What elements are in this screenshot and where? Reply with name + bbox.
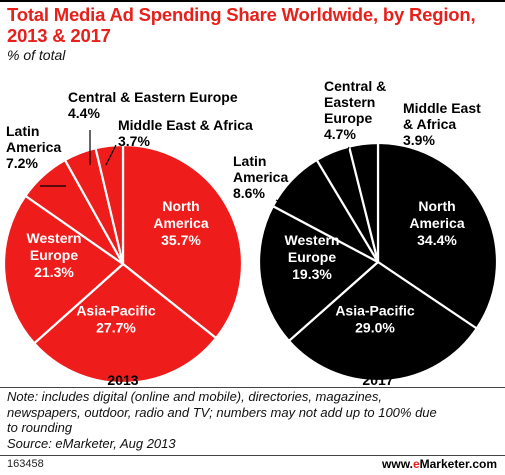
chart-subtitle: % of total: [7, 47, 66, 63]
brand-prefix: www.: [382, 457, 413, 471]
leader-line-middle-east-africa: [105, 144, 117, 166]
note-line-1: Note: includes digital (online and mobil…: [7, 389, 383, 404]
slice-label-line: Latin: [233, 153, 266, 169]
chart-title: Total Media Ad Spending Share Worldwide,…: [7, 4, 502, 46]
slice-label-asia-pacific: Asia-Pacific 29.0%: [335, 303, 415, 336]
bottom-rule: [0, 455, 505, 456]
source-line: Source: eMarketer, Aug 2013: [7, 435, 176, 451]
brand-suffix: Marketer.com: [419, 457, 497, 471]
pie-slice-western-europe[interactable]: [257, 205, 380, 342]
slice-label-line: 3.9%: [403, 132, 435, 148]
slice-label-north-america: North America 35.7%: [153, 198, 208, 248]
slice-label-line: 34.4%: [417, 232, 457, 248]
pie-2013: North America 35.7%Asia-Pacific 27.7%Wester…: [2, 89, 253, 388]
note-line-3: to rounding: [7, 420, 73, 435]
note-line-2: newspapers, outdoor, radio and TV; numbe…: [7, 404, 437, 420]
slice-label-line: Europe: [324, 110, 372, 126]
slice-label-north-america: North America 34.4%: [409, 198, 464, 248]
slice-label-line: Asia-Pacific: [76, 303, 156, 319]
slice-label-line: 8.6%: [233, 185, 265, 201]
slice-label-western-europe: Western Europe 19.3%: [285, 232, 340, 282]
year-label-2013: 2013: [107, 372, 138, 388]
slice-label-line: Central &: [324, 78, 386, 94]
slice-label-middle-east-africa: Middle East & Africa 3.9%: [403, 100, 481, 148]
slice-label-line: North: [418, 198, 455, 214]
brand-logo[interactable]: www.eMarketer.com: [382, 457, 497, 471]
pie-2017: North America 34.4%Asia-Pacific 29.0%Wester…: [233, 78, 499, 388]
slice-label-line: 27.7%: [96, 320, 136, 336]
slice-label-latin-america: Latin America 7.2%: [6, 123, 61, 171]
slice-label-line: Latin: [6, 123, 39, 139]
slice-label-latin-america: Latin America 8.6%: [233, 153, 288, 201]
slice-label-central-eastern-europe: Central & Eastern Europe 4.4%: [68, 89, 238, 121]
slice-label-middle-east-africa: Middle East & Africa 3.7%: [118, 117, 253, 149]
slice-label-line: & Africa: [403, 116, 456, 132]
slice-label-line: 4.4%: [68, 105, 100, 121]
pie-slice-north-america[interactable]: [121, 143, 244, 340]
slice-label-western-europe: Western Europe 21.3%: [27, 230, 82, 280]
year-label-2017: 2017: [362, 372, 393, 388]
slice-label-line: Europe: [30, 247, 78, 263]
slice-label-line: Central & Eastern Europe: [68, 89, 238, 105]
pie-slice-middle-east-africa[interactable]: [94, 143, 125, 266]
slice-label-line: 3.7%: [118, 133, 150, 149]
footnote: Note: includes digital (online and mobil…: [7, 389, 502, 451]
slice-label-line: 4.7%: [324, 126, 356, 142]
slice-label-line: 21.3%: [34, 264, 74, 280]
slice-label-line: 29.0%: [355, 320, 395, 336]
pie-slice-asia-pacific[interactable]: [33, 262, 218, 385]
chart-title-line-2: 2013 & 2017: [7, 25, 111, 46]
slice-label-line: 19.3%: [292, 266, 332, 282]
chart-title-line-1: Total Media Ad Spending Share Worldwide,…: [7, 4, 476, 25]
slice-label-line: Middle East & Africa: [118, 117, 253, 133]
pie-slice-western-europe[interactable]: [2, 194, 125, 345]
slice-label-line: Eastern: [324, 94, 375, 110]
leader-line-middle-east-africa: [367, 146, 375, 168]
slice-label-line: America: [153, 215, 208, 231]
top-rule: [0, 0, 505, 2]
footer-divider: [0, 387, 505, 388]
pie-slice-north-america[interactable]: [376, 141, 499, 330]
leader-line-latin-america: [275, 199, 297, 211]
slice-label-line: 7.2%: [6, 155, 38, 171]
pie-slice-middle-east-africa[interactable]: [348, 141, 380, 264]
slice-label-line: America: [233, 169, 288, 185]
slice-label-line: Western: [285, 232, 340, 248]
slice-label-line: North: [162, 198, 199, 214]
chart-id: 163458: [7, 458, 44, 470]
slice-label-line: Europe: [288, 249, 336, 265]
pie-slice-asia-pacific[interactable]: [287, 260, 478, 383]
slice-label-line: Asia-Pacific: [335, 303, 415, 319]
slice-label-line: 35.7%: [161, 232, 201, 248]
leader-line-central-eastern-europe: [341, 146, 350, 168]
slice-label-asia-pacific: Asia-Pacific 27.7%: [76, 303, 156, 336]
slice-label-line: Western: [27, 230, 82, 246]
slice-label-line: America: [409, 215, 464, 231]
slice-label-central-eastern-europe: Central & Eastern Europe 4.7%: [324, 78, 386, 142]
brand-e: e: [412, 457, 420, 471]
slice-label-line: Middle East: [403, 100, 481, 116]
slice-label-line: America: [6, 139, 61, 155]
